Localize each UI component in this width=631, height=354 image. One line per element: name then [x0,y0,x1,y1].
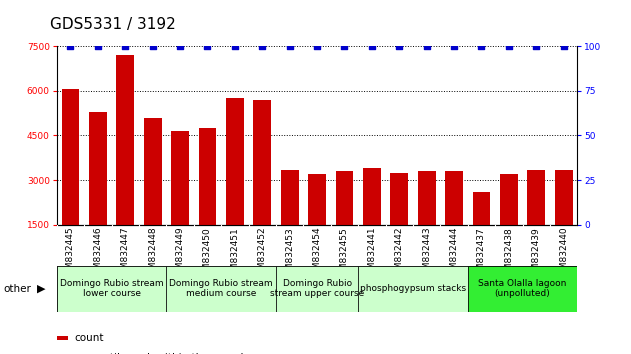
Point [257,43,268,49]
Text: GSM832439: GSM832439 [532,227,541,281]
Bar [418,171,435,269]
Text: GSM832442: GSM832442 [395,227,404,281]
Text: GSM832447: GSM832447 [121,227,130,281]
Text: Domingo Rubio
stream upper course: Domingo Rubio stream upper course [270,279,364,298]
Bar [57,266,167,312]
Text: GSM832444: GSM832444 [449,227,459,281]
Text: GSM832445: GSM832445 [66,227,75,281]
Text: GSM832441: GSM832441 [367,227,376,281]
Bar [89,112,107,269]
Text: GSM832438: GSM832438 [504,227,514,281]
Bar [336,171,353,269]
Point [422,43,432,49]
Point [148,43,158,49]
Bar [167,266,276,312]
Bar [199,128,216,269]
Point [476,43,487,49]
Text: GSM832437: GSM832437 [477,227,486,281]
Text: percentile rank within the sample: percentile rank within the sample [74,353,251,354]
Bar [528,170,545,269]
Bar [445,171,463,269]
Bar [276,266,358,312]
Text: GSM832449: GSM832449 [175,227,185,281]
Point [367,43,377,49]
Text: GSM832450: GSM832450 [203,227,212,281]
Point [230,43,240,49]
Bar [116,55,134,269]
Bar [500,174,518,269]
Bar [254,100,271,269]
Point [312,43,322,49]
Bar [363,168,380,269]
Bar [281,170,298,269]
Text: GSM832440: GSM832440 [559,227,568,281]
Point [121,43,131,49]
Point [394,43,404,49]
Text: GSM832454: GSM832454 [312,227,322,281]
Point [339,43,350,49]
Bar [308,174,326,269]
Bar [226,98,244,269]
Text: count: count [74,333,104,343]
Text: ▶: ▶ [37,284,45,293]
Text: GDS5331 / 3192: GDS5331 / 3192 [50,17,176,32]
Text: GSM832443: GSM832443 [422,227,431,281]
Bar [358,266,468,312]
Point [203,43,213,49]
Text: GSM832448: GSM832448 [148,227,157,281]
Point [93,43,103,49]
Point [175,43,185,49]
Text: GSM832446: GSM832446 [93,227,102,281]
Text: GSM832451: GSM832451 [230,227,239,281]
Point [531,43,541,49]
Text: GSM832453: GSM832453 [285,227,294,281]
Bar [144,118,162,269]
Point [66,43,76,49]
Bar [555,170,572,269]
Point [285,43,295,49]
Point [449,43,459,49]
Text: Domingo Rubio stream
lower course: Domingo Rubio stream lower course [60,279,163,298]
Bar [62,89,80,269]
Point [558,43,569,49]
Text: GSM832455: GSM832455 [340,227,349,281]
Text: other: other [3,284,31,293]
Text: phosphogypsum stacks: phosphogypsum stacks [360,284,466,293]
Text: Santa Olalla lagoon
(unpolluted): Santa Olalla lagoon (unpolluted) [478,279,567,298]
Bar [391,173,408,269]
Bar [468,266,577,312]
Text: Domingo Rubio stream
medium course: Domingo Rubio stream medium course [169,279,273,298]
Text: GSM832452: GSM832452 [258,227,267,281]
Bar [473,192,490,269]
Bar [171,131,189,269]
Point [504,43,514,49]
